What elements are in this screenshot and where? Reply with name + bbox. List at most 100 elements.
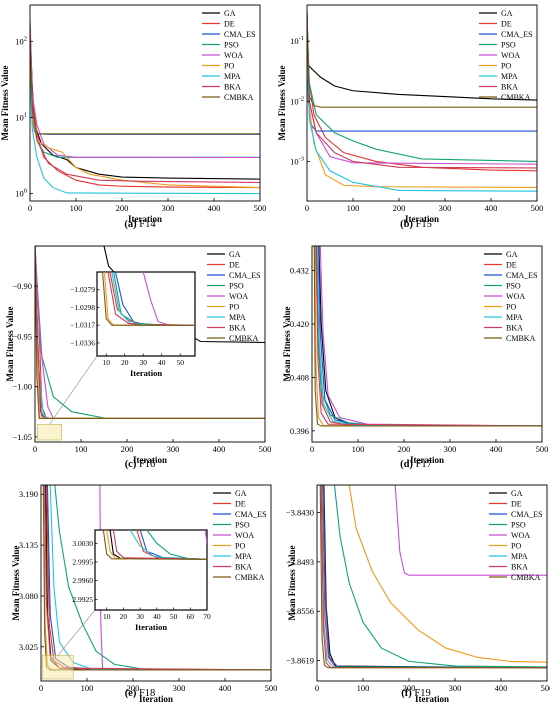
y-tick-label: 0.396 [290,426,309,436]
chart-F18: 0 100 200 300 400 500 3.025 3.080 3.135 3.190 Iter… [11,484,277,704]
legend-label-po: PO [229,303,239,312]
y-tick-label-exponent: -2 [299,95,304,102]
plot-frame [316,484,548,682]
series-line-mpa [312,246,542,427]
inset-chart: 10 20 30 40 50 −1.0279 −1.0298 −1.0317 −1.0336 It… [70,271,196,378]
inset-y-tick-label: 2.9960 [72,576,93,585]
y-axis-label: Mean Fitness Value [5,306,15,381]
series-group [317,485,547,669]
series-line-po [30,58,260,189]
inset-y-tick-label: 2.9925 [72,595,93,604]
chart-F16: 0 100 200 300 400 500 −0.90 −0.95 −1.00 −1.05 Iter… [5,245,271,465]
x-tick-label: 500 [531,203,544,213]
caption-label: F19 [412,688,431,699]
legend-label-pso: PSO [506,282,521,291]
inset-x-axis-label: Iteration [130,368,162,378]
y-tick-label-base: 10 [290,156,299,166]
series-line-mpa [30,71,260,195]
series-line-bka [312,246,542,427]
y-tick-label: 101 [15,111,27,122]
series-line-cmbka [41,485,271,671]
y-tick-label-base: 10 [15,112,24,122]
caption-letter: (c) [125,459,137,470]
series-line-ga [307,12,537,101]
legend-label-bka: BKA [501,83,518,92]
caption-letter: (e) [125,688,137,699]
chart-F17: 0 100 200 300 400 500 0.396 0.408 0.420 0.432 Iter… [282,245,548,465]
series-group [30,18,260,195]
inset-x-tick-label: 40 [153,612,161,621]
legend-label-mpa: MPA [501,72,518,81]
x-axis-label: Iteration [415,694,449,704]
y-tick-label: 10-3 [290,155,304,166]
zoom-region [36,424,62,441]
series-group [307,12,537,192]
legend-label-woa: WOA [224,51,243,60]
inset-series-line-woa [204,530,207,544]
zoom-connector [57,609,96,656]
legend-label-cmbka: CMBKA [229,334,259,343]
legend-label-de: DE [501,20,512,29]
series-line-mpa [307,30,537,192]
plot-frame [311,245,543,443]
x-tick-label: 200 [116,203,129,213]
legend-label-pso: PSO [229,282,244,291]
series-line-cmbka [35,246,265,420]
chart-F19: 0 100 200 300 400 500 −3.8430 −3.8493 −3.8556 −3.… [286,484,550,704]
legend-label-cma_es: CMA_ES [229,271,261,280]
series-line-cmbka [312,246,542,427]
legend-label-de: DE [235,500,246,509]
y-tick-label: 0.420 [290,319,309,329]
x-tick-label: 0 [305,203,309,213]
inset-frame [94,529,208,611]
x-tick-label: 0 [315,683,319,693]
legend-label-po: PO [511,542,521,551]
legend-label-ga: GA [229,250,241,259]
y-tick-label-exponent: -3 [299,155,304,162]
caption-label: F16 [136,459,155,470]
x-tick-label: 400 [219,683,232,693]
y-tick-label: −1.05 [12,432,32,442]
legend-label-bka: BKA [506,324,523,333]
y-tick-label: −3.8556 [286,606,314,616]
y-tick-label: 3.135 [19,540,38,550]
inset-x-tick-label: 30 [136,612,144,621]
legend-label-ga: GA [506,250,518,259]
x-axis-label: Iteration [410,455,444,465]
legend-label-bka: BKA [229,324,246,333]
legend-label-cma_es: CMA_ES [501,30,533,39]
legend-label-cma_es: CMA_ES [224,30,256,39]
caption-label: F14 [137,219,157,230]
plot-frame [306,4,538,202]
legend-label-mpa: MPA [229,313,246,322]
x-tick-label: 500 [254,203,267,213]
y-tick-label: −0.90 [12,281,32,291]
x-tick-label: 300 [444,444,457,454]
y-tick-label: 102 [15,35,27,46]
x-tick-label: 0 [39,683,43,693]
inset-series-group [102,530,207,560]
y-axis-label: Mean Fitness Value [11,545,21,620]
x-tick-label: 100 [70,203,83,213]
x-tick-label: 300 [162,203,175,213]
y-tick-label: 3.080 [19,591,38,601]
x-tick-label: 200 [393,203,406,213]
legend-label-de: DE [511,500,522,509]
zoom-region [42,655,74,680]
y-tick-label: −0.95 [12,331,32,341]
inset-x-tick-label: 50 [176,358,184,367]
chart-F15: 0 100 200 300 400 50010-310-210-1IterationMea… [277,4,544,224]
x-tick-label: 200 [121,444,134,454]
series-line-cmbka [317,485,547,669]
x-tick-label: 400 [208,203,221,213]
y-tick-label-exponent: 1 [24,111,27,118]
series-line-mpa [41,485,271,671]
x-axis-label: Iteration [128,214,162,224]
y-tick-label: 10-1 [290,35,304,46]
x-tick-label: 0 [33,444,37,454]
inset-x-tick-label: 10 [102,358,110,367]
x-axis-label: Iteration [139,694,173,704]
